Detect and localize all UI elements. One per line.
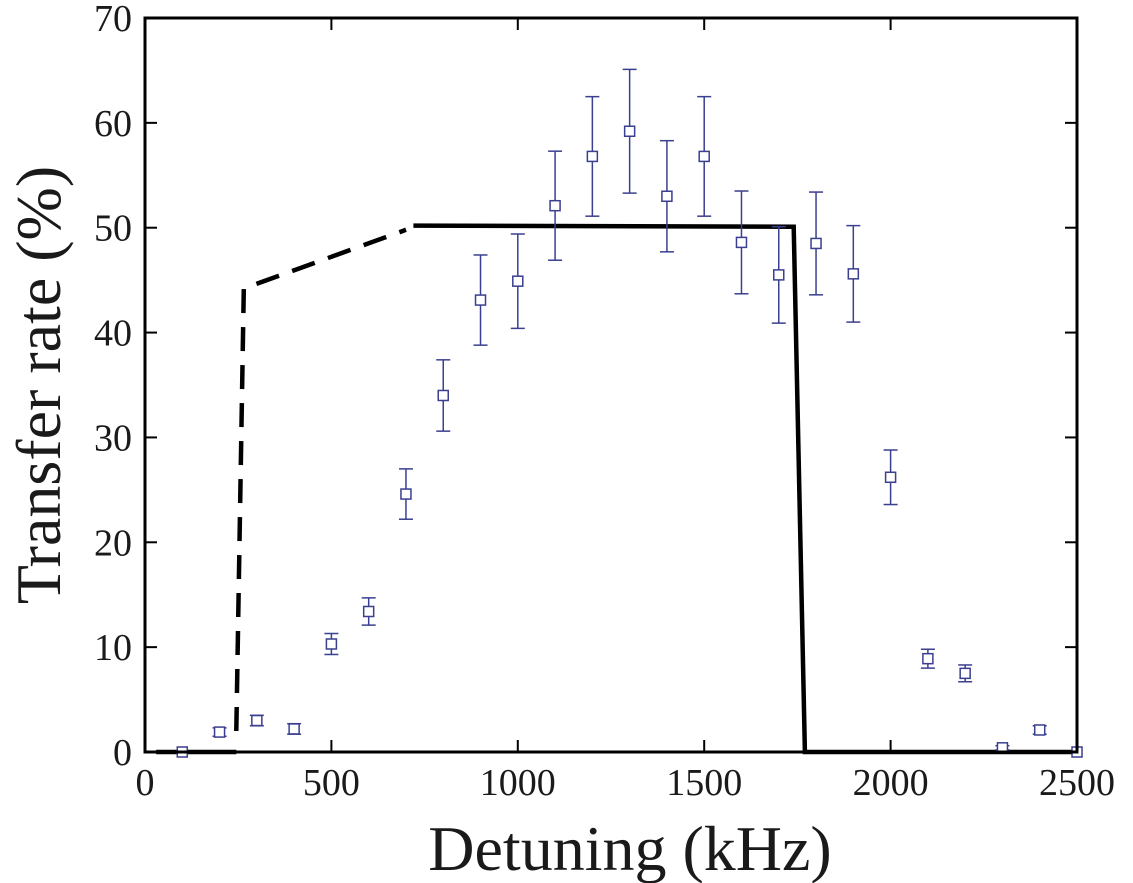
- square-marker: [810, 237, 822, 250]
- y-tick-label: 50: [94, 208, 132, 250]
- square-marker: [623, 125, 636, 137]
- square-marker: [847, 268, 860, 280]
- square-marker: [251, 714, 263, 727]
- data-point: [324, 632, 339, 656]
- data-point: [846, 224, 861, 323]
- y-tick-label: 40: [94, 313, 132, 355]
- model-curve-dashed: [234, 227, 407, 732]
- model-curve-solid: [413, 223, 1077, 755]
- y-tick-label: 30: [94, 417, 132, 459]
- x-tick-label: 1500: [666, 762, 742, 804]
- square-marker: [213, 726, 226, 738]
- data-point: [659, 139, 674, 253]
- plot-area: [156, 68, 1083, 758]
- y-tick-label: 0: [113, 732, 132, 774]
- data-point: [473, 254, 488, 346]
- data-point: [697, 95, 712, 217]
- data-point: [361, 597, 376, 626]
- data-point: [287, 722, 302, 735]
- y-tick-label: 20: [94, 522, 132, 564]
- square-marker: [698, 150, 710, 163]
- square-marker: [773, 269, 785, 281]
- data-point: [920, 648, 935, 669]
- tick-marks: [144, 17, 1078, 753]
- data-point: [249, 714, 264, 727]
- square-marker: [586, 150, 599, 163]
- square-marker: [512, 275, 524, 287]
- square-marker: [362, 605, 375, 618]
- x-tick-label: 1000: [480, 762, 556, 804]
- square-marker: [325, 638, 338, 650]
- data-point: [510, 233, 525, 330]
- y-tick-label: 10: [94, 627, 132, 669]
- square-marker: [735, 236, 748, 249]
- data-point: [1032, 724, 1047, 736]
- x-axis-label: Detuning (kHz): [428, 813, 831, 883]
- data-point: [883, 449, 898, 506]
- plot-frame: [143, 16, 1079, 754]
- square-marker: [437, 389, 449, 402]
- tick-labels: 0 500 1000 1500 2000 2500 0 10 20 30 40 50 60 70: [94, 0, 1115, 804]
- square-marker: [400, 488, 412, 500]
- data-point: [212, 726, 227, 738]
- square-marker: [922, 652, 934, 665]
- x-tick-label: 0: [136, 762, 155, 804]
- data-point: [436, 359, 451, 432]
- data-point: [585, 95, 600, 217]
- square-marker: [661, 190, 673, 203]
- y-tick-label: 60: [94, 103, 132, 145]
- x-tick-label: 500: [303, 762, 360, 804]
- square-marker: [884, 471, 897, 484]
- data-point: [734, 190, 749, 295]
- data-point: [622, 68, 637, 194]
- data-point: [809, 191, 824, 296]
- x-tick-label: 2000: [853, 762, 929, 804]
- square-marker: [474, 294, 487, 306]
- square-marker: [1033, 724, 1046, 736]
- square-marker: [959, 667, 971, 680]
- square-marker: [549, 199, 561, 212]
- data-point: [548, 150, 563, 261]
- data-point: [958, 664, 973, 683]
- x-tick-label: 2500: [1039, 762, 1115, 804]
- square-marker: [288, 723, 300, 735]
- y-tick-label: 70: [94, 0, 132, 40]
- y-axis-label: Transfer rate (%): [3, 166, 74, 604]
- data-point: [771, 225, 786, 324]
- data-point: [398, 468, 413, 520]
